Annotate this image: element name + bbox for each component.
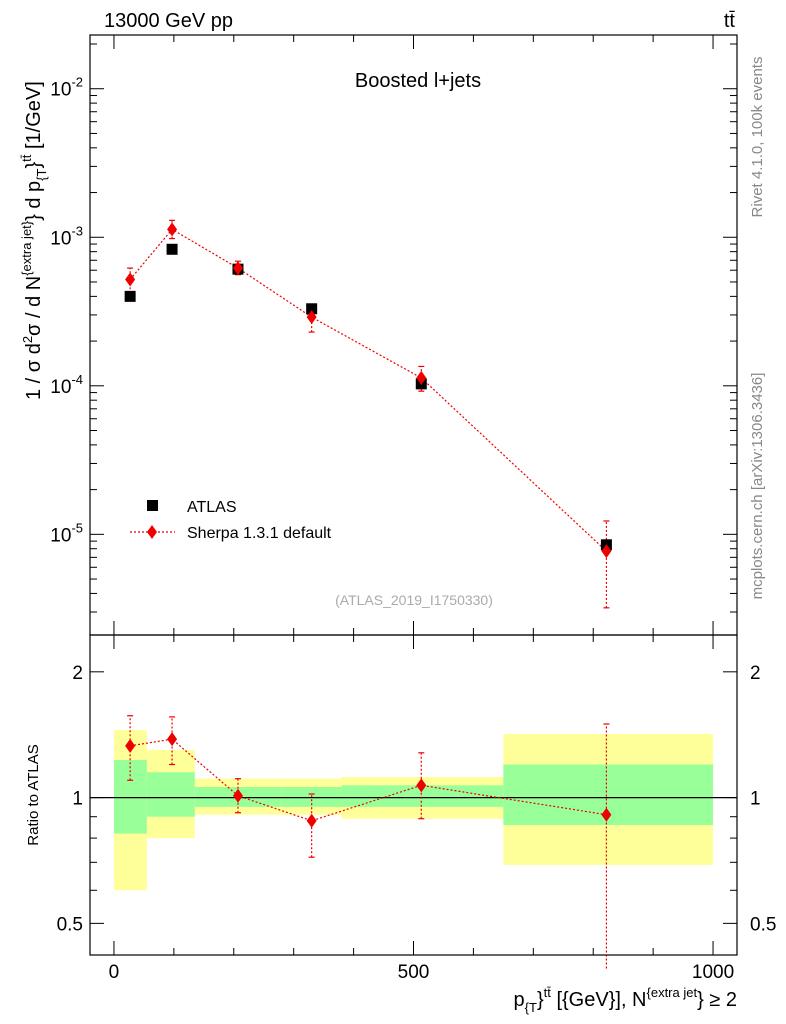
sherpa-ratio-point [167,732,178,747]
sherpa-ratio-point [306,813,317,828]
sherpa-ratio-line [130,738,607,822]
rivet-label: Rivet 4.1.0, 100k events [749,57,766,218]
legend-atlas-label: ATLAS [187,499,237,516]
sherpa-main-point [232,261,243,276]
legend-atlas-marker [147,500,158,511]
ratio-x-tick-label: 500 [398,962,430,983]
main-ticks [90,35,737,635]
analysis-watermark: (ATLAS_2019_I1750330) [335,592,493,608]
ratio-y-tick-label-right: 2 [750,663,761,684]
main-y-tick-label: 10-2 [50,75,83,101]
ratio-y-tick-label: 1 [72,789,83,810]
sherpa-main-line [129,228,607,552]
sherpa-main-point [416,370,427,385]
process-label: tt̄ [724,10,736,32]
ratio-y-axis-label: Ratio to ATLAS [25,744,42,845]
main-frame [89,34,738,636]
ratio-panel: 0.5 0.5 1 1 2 2 0 500 1000 Ratio to ATLAS p{T}t… [25,634,777,1015]
ratio-ticks [90,635,737,955]
sherpa-ratio-point [125,738,136,753]
sherpa-main-point [601,544,612,559]
sherpa-ratio-points [125,732,612,828]
sherpa-main-points [125,222,612,559]
ratio-y-tick-label-right: 1 [750,789,761,810]
ratio-inner-band [146,772,195,817]
sherpa-main-point [306,310,317,325]
main-title: Boosted l+jets [355,70,481,92]
main-y-tick-label: 10-5 [50,520,83,546]
ratio-x-tick-labels: 0 500 1000 [109,962,735,983]
sherpa-main-error-bars [127,219,610,609]
ratio-y-tick-label: 0.5 [57,914,83,935]
legend-sherpa-label: Sherpa 1.3.1 default [187,525,332,542]
sherpa-ratio-point [601,807,612,822]
sherpa-main-point [125,272,136,287]
atlas-point [124,290,136,302]
energy-label: 13000 GeV pp [104,10,233,32]
main-y-tick-label: 10-4 [50,372,83,398]
ratio-y-tick-labels: 0.5 0.5 1 1 2 2 [57,663,777,936]
ratio-bands [113,730,714,891]
sherpa-ratio-point [232,788,243,803]
ratio-y-tick-label-right: 0.5 [750,914,776,935]
main-y-axis-label: 1 / σ d2σ / d N{extra jet}} d p{T}tt̄ [1… [19,81,49,400]
legend: ATLAS Sherpa 1.3.1 default [130,499,332,542]
legend-sherpa-marker [147,525,157,539]
ratio-x-tick-label: 0 [109,962,120,983]
sherpa-ratio-point [416,778,427,793]
main-y-tick-label: 10-3 [50,223,83,249]
atlas-point [306,303,318,315]
ratio-frame [89,634,738,956]
atlas-point [166,243,178,255]
main-panel: 10-5 10-4 10-3 10-2 Boosted l+jets (ATLAS_2… [19,34,738,636]
ratio-x-tick-label: 1000 [692,962,734,983]
ratio-y-tick-label: 2 [72,663,83,684]
x-axis-label: p{T}tt̄ [{GeV}], N{extra jet} ≥ 2 [514,985,737,1015]
mcplots-label: mcplots.cern.ch [arXiv:1306.3436] [749,373,766,600]
sherpa-main-point [167,222,178,237]
ratio-inner-band [341,785,504,807]
main-y-tick-labels: 10-5 10-4 10-3 10-2 [50,75,83,547]
